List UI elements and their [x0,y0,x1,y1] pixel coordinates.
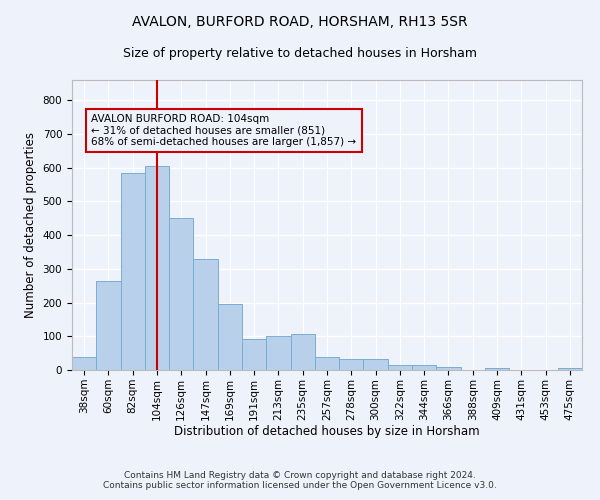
Bar [412,365,436,370]
Bar [364,359,388,370]
Bar [436,366,461,370]
Bar [485,368,509,370]
Bar [266,336,290,370]
Bar [558,368,582,370]
Bar [315,357,339,370]
Bar [388,365,412,370]
Y-axis label: Number of detached properties: Number of detached properties [24,132,37,318]
Text: Size of property relative to detached houses in Horsham: Size of property relative to detached ho… [123,48,477,60]
Bar [290,334,315,370]
Bar [193,258,218,370]
Bar [72,357,96,370]
Bar [218,304,242,370]
Bar [96,280,121,370]
X-axis label: Distribution of detached houses by size in Horsham: Distribution of detached houses by size … [174,426,480,438]
Text: AVALON BURFORD ROAD: 104sqm
← 31% of detached houses are smaller (851)
68% of se: AVALON BURFORD ROAD: 104sqm ← 31% of det… [91,114,356,147]
Bar [242,340,266,370]
Bar [145,166,169,370]
Bar [339,359,364,370]
Text: AVALON, BURFORD ROAD, HORSHAM, RH13 5SR: AVALON, BURFORD ROAD, HORSHAM, RH13 5SR [132,15,468,29]
Bar [169,218,193,370]
Bar [121,172,145,370]
Text: Contains HM Land Registry data © Crown copyright and database right 2024.
Contai: Contains HM Land Registry data © Crown c… [103,470,497,490]
